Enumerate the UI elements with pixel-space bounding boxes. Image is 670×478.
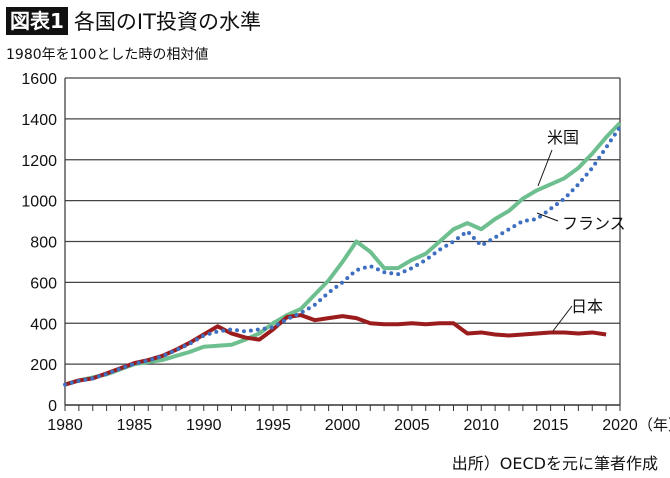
x-tick-label: 1980 <box>47 417 83 434</box>
y-tick-label: 200 <box>30 357 57 374</box>
series-label: 日本 <box>571 297 603 316</box>
series-label: フランス <box>562 214 626 233</box>
x-tick-label: 1985 <box>117 417 153 434</box>
y-tick-label: 1600 <box>21 71 57 88</box>
y-axis-label: 1980年を100とした時の相対値 <box>6 47 209 63</box>
x-tick-label: 2000 <box>325 417 361 434</box>
leader-line <box>537 149 553 187</box>
leader-line <box>536 212 559 222</box>
chart-header: 図表1 各国のIT投資の水準 <box>6 6 261 36</box>
series-line-1 <box>63 125 622 387</box>
source-note: 出所）OECDを元に筆者作成 <box>451 454 658 473</box>
x-axis-unit: （年） <box>638 416 670 434</box>
x-tick-label: 1990 <box>186 417 222 434</box>
y-tick-label: 800 <box>30 235 57 252</box>
series-line-2 <box>64 313 607 387</box>
y-tick-label: 0 <box>48 398 57 415</box>
y-tick-label: 1200 <box>21 153 57 170</box>
x-tick-label: 2010 <box>463 417 499 434</box>
y-tick-label: 600 <box>30 275 57 292</box>
leader-line <box>552 305 573 332</box>
x-tick-label: 2020 <box>602 417 638 434</box>
figure-badge: 図表1 <box>6 7 68 35</box>
chart-title: 各国のIT投資の水準 <box>73 10 261 34</box>
series-line-0 <box>64 121 622 387</box>
x-tick-label: 2005 <box>394 417 430 434</box>
y-tick-label: 400 <box>30 316 57 333</box>
series-label: 米国 <box>547 128 579 147</box>
y-tick-label: 1400 <box>21 112 57 129</box>
x-tick-label: 1995 <box>255 417 291 434</box>
x-tick-label: 2015 <box>533 417 569 434</box>
y-tick-label: 1000 <box>21 194 57 211</box>
